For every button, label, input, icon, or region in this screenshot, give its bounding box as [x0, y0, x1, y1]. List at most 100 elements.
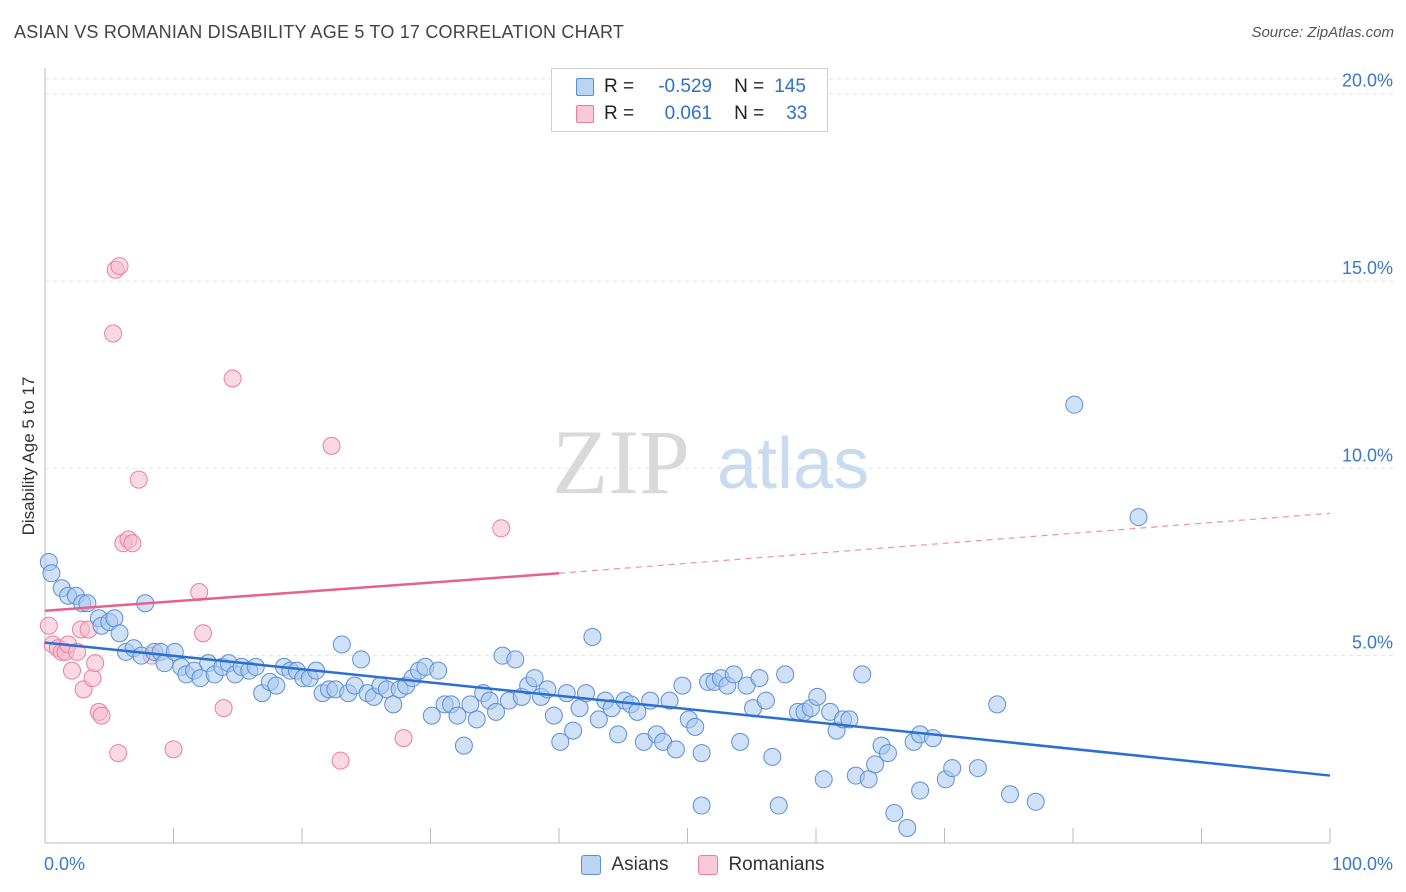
romanians-legend-swatch [698, 855, 719, 875]
asian-point [776, 665, 795, 684]
romanian-trend-line-extension [558, 512, 1331, 574]
asian-point [267, 676, 286, 695]
asian-point [763, 747, 782, 766]
romanian-point [129, 470, 148, 489]
asian-point [1001, 785, 1020, 804]
asian-point [551, 732, 570, 751]
asian-point [429, 661, 448, 680]
asian-point [448, 706, 467, 725]
asian-point [506, 650, 525, 669]
asians-r-label: R = [604, 76, 635, 97]
asian-point [988, 695, 1007, 714]
romanians-r-value: 0.061 [664, 103, 713, 124]
asian-point [968, 759, 987, 778]
asian-point [859, 770, 878, 789]
romanian-point [86, 654, 105, 673]
tick-labels: 5.0% 10.0% 15.0% 20.0% 0.0% 100.0% [44, 71, 1393, 874]
asian-trend-line [44, 641, 1331, 777]
asian-point [422, 706, 441, 725]
asian-point [564, 721, 583, 740]
asian-point [570, 699, 589, 718]
asian-point [885, 804, 904, 823]
asian-point [454, 736, 473, 755]
asian-point [724, 665, 743, 684]
asian-point [467, 710, 486, 729]
asian-point [557, 684, 576, 703]
asian-point [666, 740, 685, 759]
y-tick-label: 20.0% [1342, 71, 1393, 91]
asians-n-label: N = [734, 76, 765, 97]
asian-point [42, 564, 61, 583]
romanian-point [214, 699, 233, 718]
asian-point [673, 676, 692, 695]
asian-point [246, 657, 265, 676]
asian-point [769, 796, 788, 815]
romanians-n-label: N = [734, 103, 765, 124]
asian-point [660, 691, 679, 710]
romanian-point [394, 729, 413, 748]
romanian-point [83, 669, 102, 688]
legend-row-asians: R = -0.529 N = 145 [576, 75, 806, 99]
asian-point [814, 770, 833, 789]
romanian-point [104, 324, 123, 343]
asian-point [332, 635, 351, 654]
asian-point [866, 755, 885, 774]
asian-point [898, 819, 917, 838]
legend-item-romanians[interactable]: Romanians [698, 852, 825, 878]
axes [44, 68, 1331, 844]
asian-point [853, 665, 872, 684]
romanian-point [110, 257, 129, 276]
watermark-zip: ZIP [552, 411, 690, 513]
asian-point [609, 725, 628, 744]
asian-point [808, 687, 827, 706]
romanians-r-label: R = [604, 103, 635, 124]
romanian-point [194, 624, 213, 643]
series-legend: Asians Romanians [0, 852, 1406, 878]
asians-legend-swatch [581, 855, 602, 875]
asian-point [686, 717, 705, 736]
asians-points [39, 395, 1148, 838]
asian-point [487, 702, 506, 721]
y-axis-label-group: Disability Age 5 to 17 [19, 377, 38, 536]
stats-legend: R = -0.529 N = 145 R = 0.061 N = 33 [551, 68, 828, 132]
asian-point [750, 669, 769, 688]
romanian-point [164, 740, 183, 759]
asian-point [110, 624, 129, 643]
y-tick-label: 10.0% [1342, 445, 1393, 465]
asian-point [352, 650, 371, 669]
romanian-point [492, 519, 511, 538]
y-tick-label: 5.0% [1352, 633, 1393, 653]
trend-lines [44, 512, 1331, 777]
asian-point [384, 695, 403, 714]
asian-point [1026, 792, 1045, 811]
asian-point [589, 710, 608, 729]
asian-point [1065, 395, 1084, 414]
asian-point [105, 609, 124, 628]
legend-row-romanians: R = 0.061 N = 33 [576, 102, 807, 126]
watermark-atlas: atlas [717, 424, 869, 504]
source-credit: Source: ZipAtlas.com [1251, 24, 1394, 41]
asian-point [461, 695, 480, 714]
asian-point [544, 706, 563, 725]
asian-point [583, 627, 602, 646]
y-axis-label: Disability Age 5 to 17 [19, 377, 38, 536]
asian-point [525, 669, 544, 688]
legend-item-asians[interactable]: Asians [581, 852, 668, 878]
romanian-point [39, 616, 58, 635]
x-tick-label: 0.0% [44, 854, 85, 874]
y-tick-label: 15.0% [1342, 258, 1393, 278]
romanian-point [223, 369, 242, 388]
asians-r-value: -0.529 [658, 76, 713, 97]
asian-point [165, 642, 184, 661]
romanians-swatch [576, 105, 594, 123]
romanian-point [331, 751, 350, 770]
asian-point [692, 796, 711, 815]
chart-title: ASIAN VS ROMANIAN DISABILITY AGE 5 TO 17… [14, 22, 625, 42]
asian-point [943, 759, 962, 778]
asian-point [878, 744, 897, 763]
asians-n-value: 145 [774, 76, 806, 97]
gridlines [45, 78, 1395, 657]
romanian-point [92, 706, 111, 725]
romanians-n-value: 33 [786, 103, 808, 124]
